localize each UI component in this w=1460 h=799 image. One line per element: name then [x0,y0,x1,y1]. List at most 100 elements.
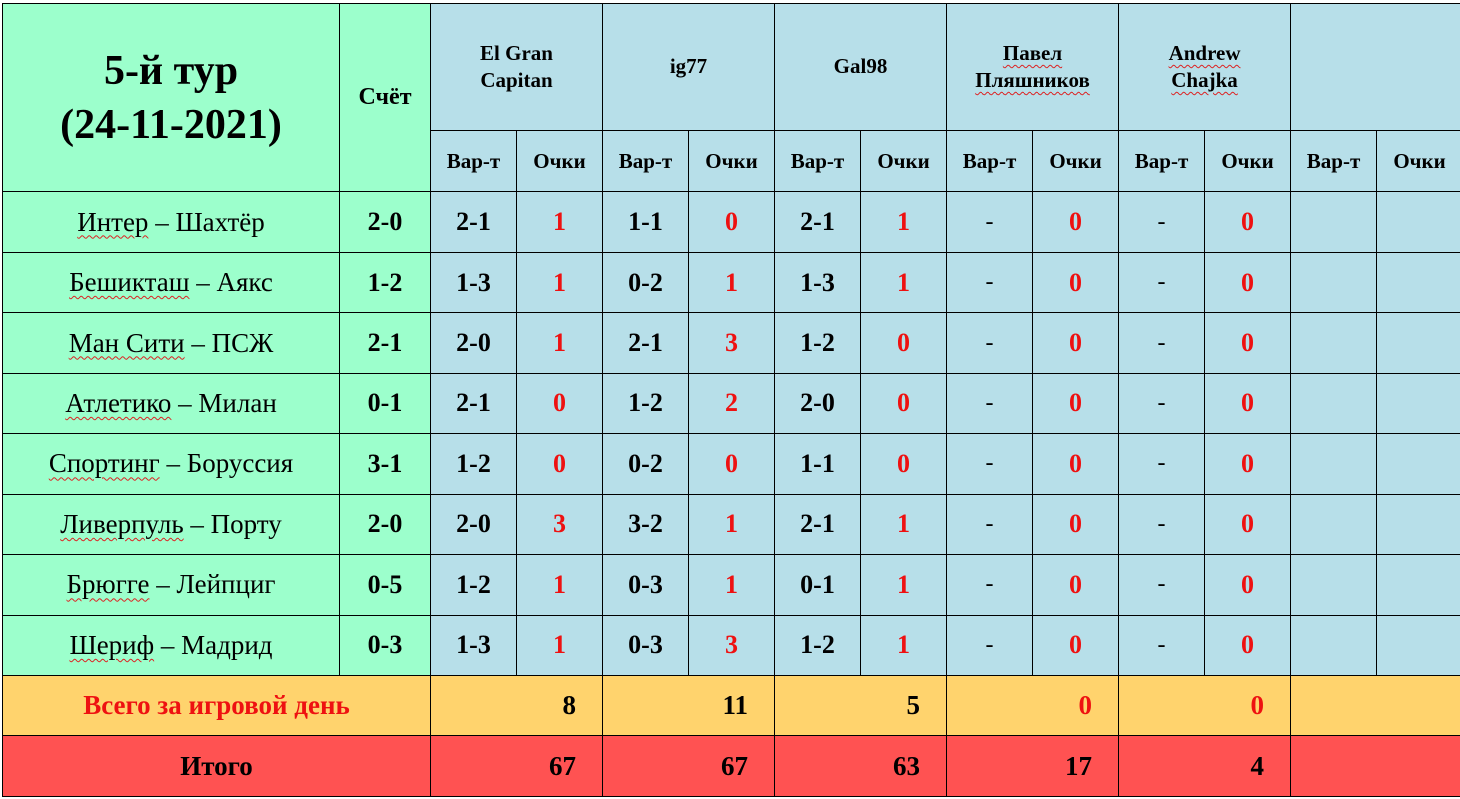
player-name-line1: Павел [1002,40,1063,65]
match-score: 2-0 [339,493,431,556]
points-cell: 1 [516,251,603,314]
prediction-cell: 1-2 [774,614,861,677]
home-team: Шериф [69,629,155,660]
prediction-cell [1290,251,1378,314]
day-total-cell: 8 [430,675,603,737]
points-cell: 1 [688,493,775,556]
home-team: Интер [77,206,149,237]
match-row: Атлетико – Милан 0-1 2-1 0 1-2 2 2-0 0-0-0 [2,372,1460,435]
grand-total-cell: 17 [946,735,1120,797]
prediction-cell: - [1118,554,1206,616]
points-column-header: Очки [1032,129,1120,193]
guess-column-header: Вар-т [946,129,1034,193]
player-header-cell: Павел Пляшников [946,3,1120,131]
match-row: Брюгге – Лейпциг 0-5 1-2 1 0-3 1 0-1 1-0-0 [2,554,1460,616]
prediction-cell [1290,554,1378,616]
points-cell: 1 [859,191,948,253]
round-title-cell: 5-й тур (24-11-2021) [2,2,340,193]
day-total-cell: 0 [946,675,1120,737]
match-name-cell: Брюгге – Лейпциг [2,554,340,616]
away-team: Боруссия [186,448,294,479]
points-cell: 0 [859,372,948,435]
prediction-cell: - [1118,191,1206,253]
prediction-cell: 0-3 [602,614,689,677]
points-cell: 0 [1204,614,1292,677]
points-cell: 3 [516,493,603,556]
prediction-cell: 3-2 [602,493,689,556]
player-header-cell: ig77 [602,3,775,131]
match-score: 2-1 [339,312,431,374]
prediction-cell: - [1118,493,1206,556]
guess-column-header: Вар-т [774,129,861,193]
prediction-cell: - [946,614,1034,677]
points-column-header: Очки [1376,129,1460,193]
prediction-cell [1290,433,1378,495]
prediction-cell: - [1118,312,1206,374]
day-total-value: 11 [722,690,748,721]
points-cell: 0 [1032,614,1120,677]
points-cell: 0 [1204,312,1292,374]
points-cell: 0 [688,433,775,495]
match-separator: – [166,448,180,479]
grand-total-label: Итого [2,735,431,797]
home-team: Ливерпуль [60,508,184,539]
points-cell [1376,191,1460,253]
match-score: 0-3 [339,614,431,677]
guess-column-header: Вар-т [430,129,517,193]
grand-total-cell: 67 [430,735,603,797]
guess-column-header: Вар-т [602,129,689,193]
player-name-line2: Chajka [1171,67,1238,92]
points-cell: 1 [516,191,603,253]
prediction-cell: - [1118,251,1206,314]
points-column-header: Очки [1204,129,1292,193]
player-name-line1: El Gran [480,40,553,65]
prediction-cell [1290,191,1378,253]
prediction-cell: 0-2 [602,433,689,495]
guess-column-header: Вар-т [1118,129,1206,193]
grand-total-row: Итого 67 67 63 17 4 [2,735,1460,797]
prediction-cell: - [1118,372,1206,435]
points-cell: 3 [688,312,775,374]
home-team: Спортинг [48,448,160,479]
match-score: 3-1 [339,433,431,495]
match-name-cell: Спортинг – Боруссия [2,433,340,495]
prediction-cell: 2-0 [430,312,517,374]
prediction-cell: 1-2 [774,312,861,374]
points-cell: 0 [1204,493,1292,556]
grand-total-cell [1290,735,1460,797]
grand-total-value: 67 [721,750,748,781]
match-row: Спортинг – Боруссия 3-1 1-2 0 0-2 0 1-1 0-0-0 [2,433,1460,495]
day-total-value: 8 [562,690,577,721]
match-row: Ман Сити – ПСЖ 2-1 2-0 1 2-1 3 1-2 0-0-0 [2,312,1460,374]
match-row: Шериф – Мадрид 0-3 1-3 1 0-3 3 1-2 1-0-0 [2,614,1460,677]
match-separator: – [191,327,205,358]
prediction-cell [1290,614,1378,677]
prediction-cell [1290,312,1378,374]
day-total-value: 0 [1078,690,1093,721]
home-team: Ман Сити [68,327,185,358]
points-cell: 1 [516,614,603,677]
points-cell: 1 [859,493,948,556]
points-cell: 0 [1204,191,1292,253]
grand-total-cell: 63 [773,735,948,797]
points-cell: 0 [1032,433,1120,495]
prediction-cell: 2-1 [774,191,861,253]
away-team: ПСЖ [211,327,274,358]
match-name-cell: Ливерпуль – Порту [2,493,340,556]
grand-total-cell: 67 [602,735,775,797]
prediction-cell: 1-3 [430,614,517,677]
points-cell: 0 [1204,433,1292,495]
points-cell: 1 [516,554,603,616]
away-team: Лейпциг [176,569,276,600]
match-row: Ливерпуль – Порту 2-0 2-0 3 3-2 1 2-1 1-0-0 [2,493,1460,556]
points-cell: 1 [516,312,603,374]
prediction-cell: 2-0 [774,372,861,435]
prediction-cell: 2-1 [774,493,861,556]
match-separator: – [178,387,192,418]
points-cell: 1 [688,554,775,616]
points-cell: 0 [1032,493,1120,556]
prediction-cell: - [946,554,1034,616]
match-score: 0-1 [339,372,431,435]
prediction-cell [1290,372,1378,435]
round-date: (24-11-2021) [60,101,282,148]
